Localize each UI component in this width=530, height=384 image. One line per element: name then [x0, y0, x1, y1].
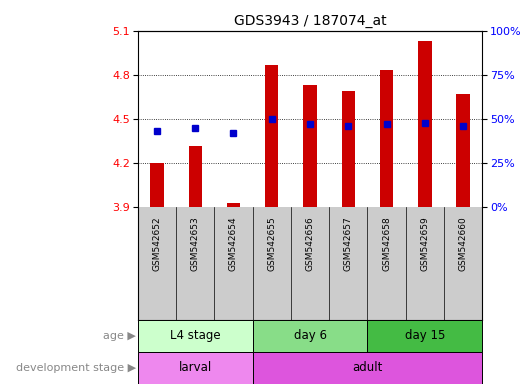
Bar — [303, 85, 317, 207]
Text: GSM542660: GSM542660 — [458, 216, 467, 271]
Bar — [456, 94, 470, 207]
Text: day 15: day 15 — [405, 329, 445, 342]
Bar — [189, 146, 202, 207]
Bar — [138, 352, 253, 384]
Text: GSM542655: GSM542655 — [267, 216, 276, 271]
Bar — [253, 320, 367, 352]
Text: GSM542654: GSM542654 — [229, 216, 238, 271]
Text: development stage ▶: development stage ▶ — [16, 363, 136, 373]
Bar — [253, 352, 482, 384]
Bar — [138, 320, 253, 352]
Text: day 6: day 6 — [294, 329, 326, 342]
Text: larval: larval — [179, 361, 212, 374]
Text: GSM542659: GSM542659 — [420, 216, 429, 271]
Text: GSM542656: GSM542656 — [306, 216, 314, 271]
Text: GSM542653: GSM542653 — [191, 216, 200, 271]
Text: adult: adult — [352, 361, 383, 374]
Text: GSM542657: GSM542657 — [344, 216, 353, 271]
Bar — [380, 70, 393, 207]
Bar — [227, 203, 240, 207]
Text: age ▶: age ▶ — [103, 331, 136, 341]
Bar — [342, 91, 355, 207]
Bar — [265, 65, 278, 207]
Bar — [367, 320, 482, 352]
Title: GDS3943 / 187074_at: GDS3943 / 187074_at — [234, 14, 386, 28]
Bar — [418, 41, 431, 207]
Text: L4 stage: L4 stage — [170, 329, 220, 342]
Bar — [150, 163, 164, 207]
Text: GSM542652: GSM542652 — [153, 216, 162, 271]
Text: GSM542658: GSM542658 — [382, 216, 391, 271]
